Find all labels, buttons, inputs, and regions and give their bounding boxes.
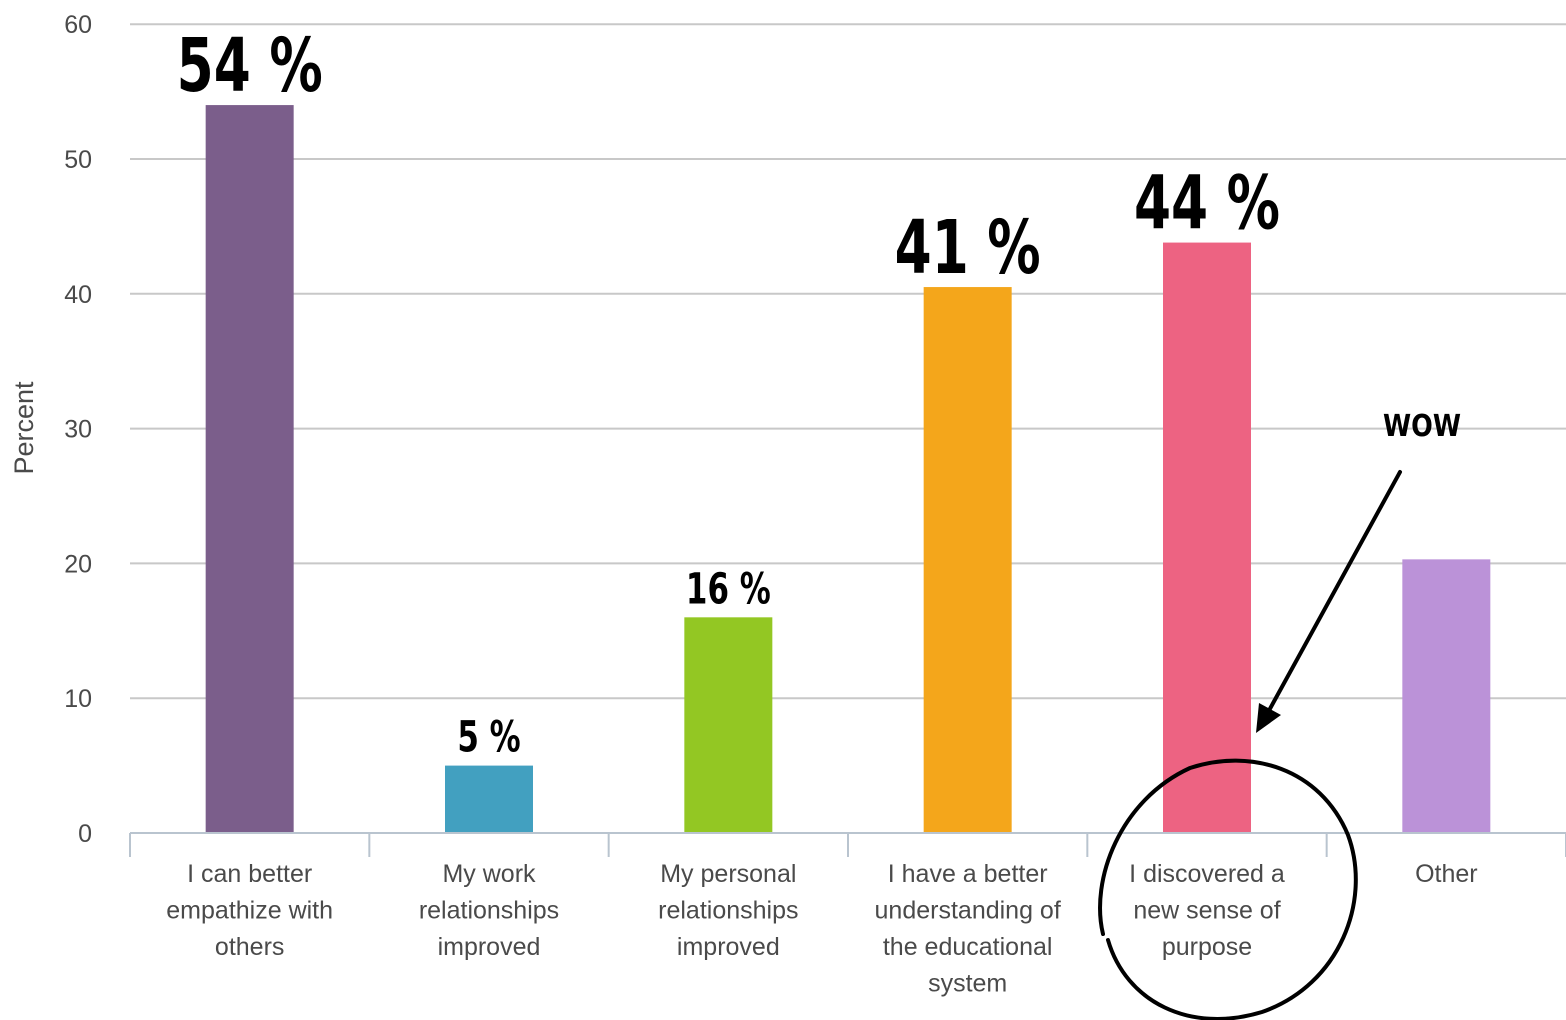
- annotation-arrowhead: [1256, 703, 1281, 733]
- x-category-line: I can better: [187, 860, 312, 888]
- x-category-line: My work: [442, 860, 536, 888]
- y-tick-label: 40: [64, 281, 92, 309]
- y-tick-label: 10: [64, 685, 92, 713]
- y-tick-label: 50: [64, 146, 92, 174]
- bar: [445, 765, 533, 833]
- x-category-line: improved: [438, 933, 541, 961]
- x-category-label: My work relationships improved: [419, 860, 559, 961]
- y-axis-title: Percent: [9, 381, 39, 475]
- x-category-label: Other: [1415, 860, 1478, 888]
- x-category-line: empathize with: [166, 897, 333, 925]
- x-category-line: system: [928, 970, 1007, 998]
- x-category-line: the educational: [883, 933, 1053, 961]
- x-category-line: purpose: [1162, 933, 1252, 961]
- y-tick-label: 0: [78, 820, 92, 848]
- bar: [205, 105, 294, 833]
- gridlines: [130, 23, 1566, 700]
- x-category-line: I have a better: [888, 860, 1048, 888]
- data-label: 5 %: [457, 711, 520, 761]
- x-category-line: understanding of: [875, 897, 1061, 925]
- x-category-line: I discovered a: [1129, 860, 1285, 888]
- x-category-line: others: [215, 933, 284, 961]
- x-category-line: relationships: [419, 897, 559, 925]
- y-tick-label: 20: [64, 550, 92, 578]
- data-labels: 54 % 5 % 16 % 41 % 44 %: [177, 23, 1280, 762]
- x-category-line: relationships: [658, 897, 798, 925]
- annotation-circle: [1098, 758, 1358, 1020]
- data-label: 16 %: [686, 563, 771, 613]
- x-category-label: I discovered a new sense of purpose: [1129, 860, 1285, 961]
- x-category-line: new sense of: [1133, 897, 1280, 925]
- x-category-label: I have a better understanding of the educa…: [875, 860, 1061, 998]
- y-tick-label: 60: [64, 11, 92, 39]
- bars: [205, 105, 1491, 834]
- data-label: 41 %: [895, 205, 1041, 291]
- data-label: 54 %: [177, 23, 323, 109]
- data-label: 44 %: [1134, 161, 1280, 247]
- x-category-line: Other: [1415, 860, 1478, 888]
- bar: [923, 287, 1012, 833]
- x-category-line: My personal: [660, 860, 796, 888]
- x-axis: I can better empathize with others My work r…: [129, 832, 1566, 998]
- x-category-line: improved: [677, 933, 780, 961]
- annotation-arrow-shaft: [1264, 470, 1402, 718]
- y-axis-ticks: 0 10 20 30 40 50 60: [64, 11, 92, 848]
- bar: [1163, 242, 1251, 834]
- annotation-text: WOW: [1383, 408, 1461, 444]
- annotation: WOW: [1098, 408, 1461, 1020]
- bar: [684, 617, 773, 833]
- x-category-label: My personal relationships improved: [658, 860, 798, 961]
- y-tick-label: 30: [64, 416, 92, 444]
- x-category-label: I can better empathize with others: [166, 860, 333, 961]
- bar: [1402, 559, 1491, 833]
